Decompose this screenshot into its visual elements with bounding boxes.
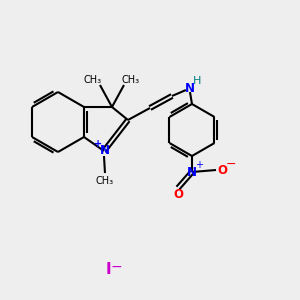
Text: H: H	[193, 76, 201, 86]
Text: N: N	[187, 166, 197, 178]
Text: O: O	[217, 164, 227, 176]
Text: N: N	[185, 82, 195, 94]
Text: +: +	[94, 139, 102, 149]
Text: N: N	[100, 145, 110, 158]
Text: O: O	[173, 188, 183, 200]
Text: −: −	[226, 158, 236, 170]
Text: +: +	[195, 160, 203, 170]
Text: CH₃: CH₃	[84, 75, 102, 85]
Text: CH₃: CH₃	[122, 75, 140, 85]
Text: I: I	[105, 262, 111, 278]
Text: −: −	[110, 260, 122, 274]
Text: CH₃: CH₃	[96, 176, 114, 186]
